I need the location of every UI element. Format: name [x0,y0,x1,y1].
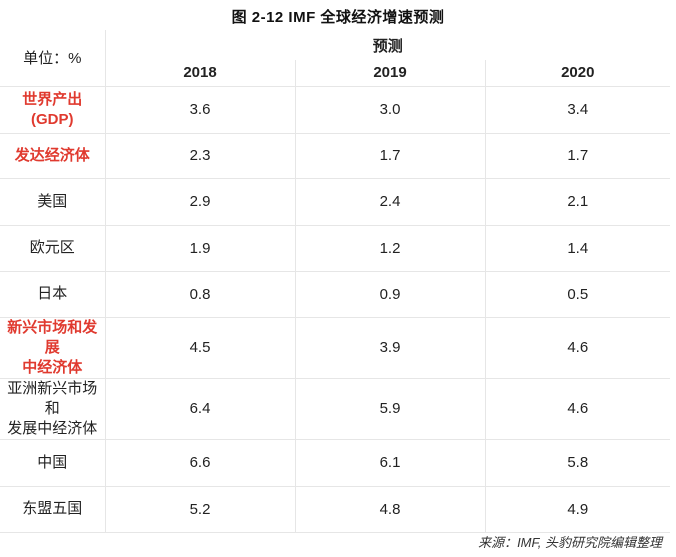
data-cell-2018: 0.8 [105,271,296,318]
row-label-line: 中经济体 [22,358,83,376]
data-cell-2019: 3.0 [295,86,486,134]
row-label: 中国 [0,439,106,487]
row-label: 日本 [0,271,106,318]
data-cell-2019: 1.7 [295,133,486,179]
data-cell-2018: 2.3 [105,133,296,179]
data-cell-2019: 2.4 [295,178,486,226]
row-label: 亚洲新兴市场和发展中经济体 [0,378,106,440]
row-label: 东盟五国 [0,486,106,533]
data-cell-2018: 4.5 [105,317,296,379]
data-cell-2018: 6.6 [105,439,296,487]
data-cell-2019: 1.2 [295,225,486,272]
data-cell-2018: 3.6 [105,86,296,134]
forecast-table: 单位：% 预测 2018 2019 2020 世界产出 (GDP) 3.6 3.0 3.… [0,30,670,533]
data-cell-2018: 1.9 [105,225,296,272]
row-label: 世界产出 (GDP) [0,86,106,134]
row-label-line: 新兴市场和发展 [7,318,98,356]
row-label-line: 世界产出 [22,90,83,108]
table-row: 东盟五国 5.2 4.8 4.9 [0,486,670,533]
table-row: 世界产出 (GDP) 3.6 3.0 3.4 [0,86,670,134]
table-row: 中国 6.6 6.1 5.8 [0,439,670,487]
data-cell-2018: 6.4 [105,378,296,440]
data-cell-2018: 2.9 [105,178,296,226]
row-label-line: (GDP) [31,110,74,128]
row-label-line: 美国 [37,192,68,210]
table-row: 美国 2.9 2.4 2.1 [0,178,670,226]
data-cell-2019: 3.9 [295,317,486,379]
data-cell-2020: 4.6 [485,378,670,440]
data-cell-2020: 1.7 [485,133,670,179]
data-cell-2019: 0.9 [295,271,486,318]
row-label-line: 亚洲新兴市场和 [7,379,98,417]
chart-title: 图 2-12 IMF 全球经济增速预测 [231,9,445,26]
row-label-line: 欧元区 [29,239,75,256]
source-note: 来源：IMF, 头豹研究院编辑整理 [478,535,662,550]
row-label: 美国 [0,178,106,226]
column-header-2018: 2018 [105,60,296,87]
row-label-line: 发展中经济体 [7,419,98,437]
data-cell-2019: 5.9 [295,378,486,440]
unit-label: 单位：% [0,30,106,87]
table-row: 日本 0.8 0.9 0.5 [0,271,670,318]
data-cell-2020: 3.4 [485,86,670,134]
column-header-2020: 2020 [485,60,670,87]
data-cell-2019: 4.8 [295,486,486,533]
row-label: 新兴市场和发展中经济体 [0,317,106,379]
table-row: 欧元区 1.9 1.2 1.4 [0,225,670,272]
data-cell-2020: 4.9 [485,486,670,533]
row-label-line: 发达经济体 [14,146,90,164]
column-header-2019: 2019 [295,60,486,87]
forecast-header: 预测 [372,37,403,55]
data-cell-2018: 5.2 [105,486,296,533]
table-row: 发达经济体 2.3 1.7 1.7 [0,133,670,179]
data-cell-2020: 5.8 [485,439,670,487]
data-cell-2020: 1.4 [485,225,670,272]
table-row: 亚洲新兴市场和 发展中经济体 6.4 5.9 4.6 [0,378,670,440]
data-cell-2019: 6.1 [295,439,486,487]
data-cell-2020: 4.6 [485,317,670,379]
table-row: 新兴市场和发展 中经济体 4.5 3.9 4.6 [0,317,670,379]
row-label: 发达经济体 [0,133,106,179]
row-label-line: 日本 [37,285,68,302]
row-label: 欧元区 [0,225,106,272]
data-cell-2020: 0.5 [485,271,670,318]
data-cell-2020: 2.1 [485,178,670,226]
row-label-line: 东盟五国 [22,500,83,517]
row-label-line: 中国 [37,453,68,471]
